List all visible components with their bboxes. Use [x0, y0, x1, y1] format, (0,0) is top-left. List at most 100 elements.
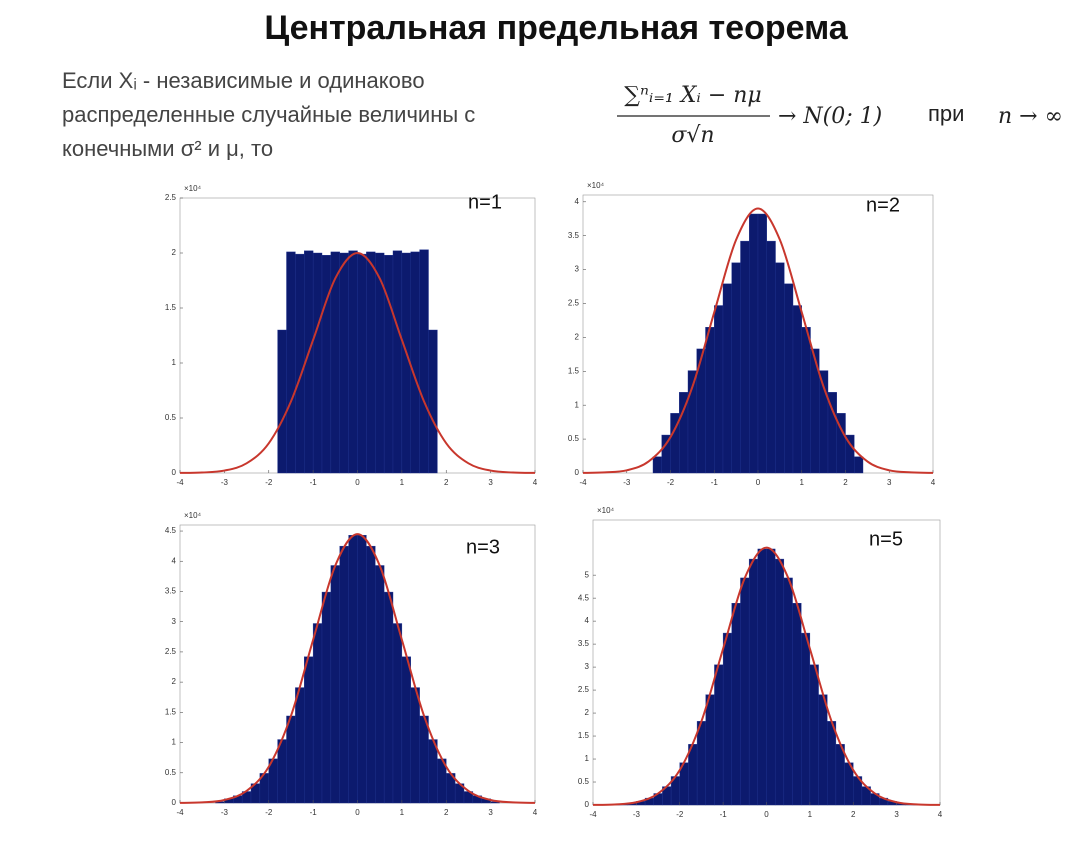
bar: [304, 657, 313, 803]
bar: [420, 250, 429, 473]
x-tick-label: -2: [676, 810, 684, 819]
y-tick-label: 1.5: [568, 366, 580, 375]
bar: [706, 327, 715, 473]
x-tick-label: 2: [843, 478, 848, 487]
y-tick-label: 3: [585, 662, 590, 671]
bar: [732, 603, 741, 805]
x-tick-label: 0: [764, 810, 769, 819]
bar: [358, 254, 367, 473]
bar: [836, 744, 845, 805]
bar: [287, 252, 296, 473]
y-tick-label: 2: [585, 708, 590, 717]
y-tick-label: 1: [172, 738, 177, 747]
x-tick-label: 4: [931, 478, 936, 487]
bar: [393, 251, 402, 473]
x-tick-label: -1: [720, 810, 728, 819]
x-tick-label: 4: [938, 810, 943, 819]
y-tick-label: 0.5: [578, 777, 590, 786]
y-tick-label: 4: [575, 197, 580, 206]
y-tick-label: 4.5: [578, 593, 590, 602]
x-tick-label: -1: [711, 478, 719, 487]
y-tick-label: 0: [172, 468, 177, 477]
bar: [393, 624, 402, 803]
x-tick-label: 0: [355, 808, 360, 817]
x-tick-label: 3: [488, 808, 493, 817]
y-tick-label: 0: [585, 800, 590, 809]
x-tick-label: -1: [310, 478, 318, 487]
bar: [429, 740, 438, 803]
y-tick-label: 0: [172, 798, 177, 807]
bar: [723, 284, 732, 473]
panel-label: n=5: [869, 528, 903, 550]
bar: [784, 284, 793, 473]
x-tick-label: -2: [265, 808, 273, 817]
y-tick-label: 2: [172, 677, 177, 686]
bar: [758, 214, 767, 473]
y-tick-label: 1: [172, 358, 177, 367]
y-tick-label: 2.5: [165, 193, 177, 202]
formula-denominator: σ√n: [671, 123, 714, 148]
bar: [313, 253, 322, 473]
x-tick-label: 0: [756, 478, 761, 487]
x-tick-label: -2: [265, 478, 273, 487]
bar: [653, 457, 662, 473]
y-tick-label: 1: [585, 754, 590, 763]
bar: [714, 665, 723, 805]
bar: [287, 716, 296, 803]
y-tick-label: 1.5: [165, 303, 177, 312]
bar: [749, 214, 758, 473]
bar: [775, 559, 784, 805]
bar: [801, 633, 810, 805]
statement-line: распределенные случайные величины с: [62, 102, 475, 127]
bar: [741, 241, 750, 473]
axis-multiplier: ×10⁴: [587, 181, 605, 190]
y-tick-label: 0: [575, 468, 580, 477]
x-tick-label: 1: [800, 478, 805, 487]
y-tick-label: 3: [575, 265, 580, 274]
y-tick-label: 0.5: [165, 413, 177, 422]
y-tick-label: 4: [585, 616, 590, 625]
bar: [714, 306, 723, 473]
bar: [278, 330, 287, 473]
bar: [420, 716, 429, 803]
bar: [402, 657, 411, 803]
bar: [384, 255, 393, 473]
bar: [375, 565, 384, 803]
panel-label: n=3: [466, 536, 500, 558]
bar: [793, 306, 802, 473]
x-tick-label: -3: [221, 808, 229, 817]
bar: [749, 559, 758, 805]
bar: [793, 603, 802, 805]
x-tick-label: 3: [887, 478, 892, 487]
x-tick-label: -3: [221, 478, 229, 487]
bar: [411, 252, 420, 473]
x-tick-label: 3: [488, 478, 493, 487]
bar: [366, 252, 375, 473]
bar: [295, 688, 304, 803]
y-tick-label: 2.5: [568, 299, 580, 308]
bar: [313, 624, 322, 803]
y-tick-label: 0.5: [165, 768, 177, 777]
axis-multiplier: ×10⁴: [184, 511, 202, 520]
statement-line: Если Xᵢ - независимые и одинаково: [62, 68, 425, 93]
slide-title: Центральная предельная теорема: [264, 9, 848, 47]
x-tick-label: 1: [808, 810, 813, 819]
bar: [758, 549, 767, 805]
y-tick-label: 1: [575, 400, 580, 409]
x-tick-label: -3: [623, 478, 631, 487]
x-tick-label: 2: [444, 808, 449, 817]
x-tick-label: -3: [633, 810, 641, 819]
x-tick-label: 1: [400, 478, 405, 487]
bar: [767, 241, 776, 473]
bar: [776, 263, 785, 473]
bar: [322, 255, 331, 473]
bar: [827, 721, 836, 805]
formula-numerator: ∑ⁿᵢ₌₁ Xᵢ − nμ: [624, 83, 761, 108]
bar: [732, 263, 741, 473]
statement-line: конечными σ² и μ, то: [62, 136, 273, 161]
condition-word: при: [928, 101, 964, 126]
formula-limit: → N(0; 1): [778, 104, 882, 129]
bar: [349, 535, 358, 803]
bar: [802, 327, 811, 473]
